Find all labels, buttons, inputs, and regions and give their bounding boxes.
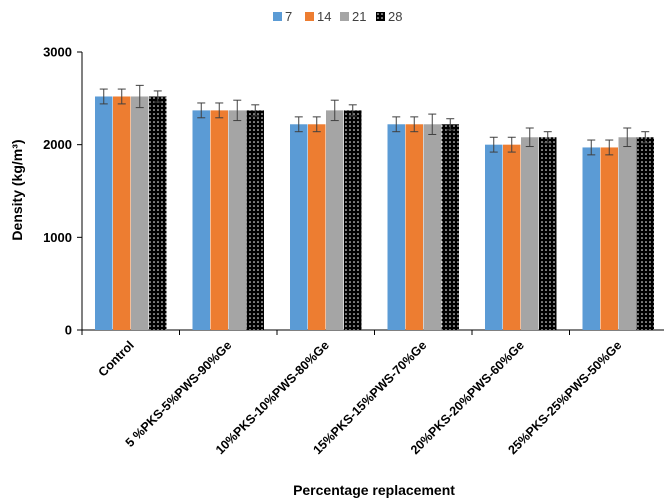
legend-swatch bbox=[340, 12, 349, 21]
bar bbox=[344, 110, 362, 330]
bar bbox=[149, 96, 167, 330]
legend-swatch bbox=[376, 12, 385, 21]
bar bbox=[618, 137, 636, 330]
x-axis-title: Percentage replacement bbox=[293, 482, 455, 498]
legend: 7 14 21 28 bbox=[273, 9, 402, 24]
y-tick-label: 3000 bbox=[43, 45, 72, 60]
legend-label: 21 bbox=[352, 9, 366, 24]
bar bbox=[210, 110, 228, 330]
y-tick-label: 1000 bbox=[43, 230, 72, 245]
x-tick-label: Control bbox=[96, 338, 137, 379]
bar bbox=[636, 137, 654, 330]
bar bbox=[600, 147, 618, 330]
bar bbox=[503, 144, 521, 330]
bar bbox=[228, 110, 246, 330]
x-tick-label: 15%PKS-15%PWS-70%Ge bbox=[310, 338, 429, 457]
y-tick-label: 2000 bbox=[43, 137, 72, 152]
bar bbox=[308, 124, 326, 330]
y-axis-title: Density (kg/m³) bbox=[9, 139, 25, 240]
bar bbox=[326, 110, 344, 330]
x-tick-label: 25%PKS-25%PWS-50%Ge bbox=[505, 338, 624, 457]
bar bbox=[441, 124, 459, 330]
legend-label: 7 bbox=[285, 9, 292, 24]
bar bbox=[192, 110, 210, 330]
legend-label: 28 bbox=[388, 9, 402, 24]
bar bbox=[246, 110, 264, 330]
y-tick-label: 0 bbox=[65, 323, 72, 338]
x-tick-label: 10%PKS-10%PWS-80%Ge bbox=[213, 338, 332, 457]
x-tick-label: 5 %PKS-5%PWS-90%Ge bbox=[123, 338, 235, 450]
legend-swatch bbox=[305, 12, 314, 21]
bar bbox=[113, 96, 131, 330]
legend-label: 14 bbox=[317, 9, 331, 24]
bar bbox=[582, 147, 600, 330]
bar bbox=[423, 124, 441, 330]
bar bbox=[405, 124, 423, 330]
bar bbox=[95, 96, 113, 330]
bars bbox=[95, 84, 654, 330]
x-tick-label: 20%PKS-20%PWS-60%Ge bbox=[408, 338, 527, 457]
y-axis: 0 1000 2000 3000 bbox=[43, 45, 83, 338]
bar bbox=[521, 137, 539, 330]
bar bbox=[539, 137, 557, 330]
bar bbox=[131, 96, 149, 330]
bar bbox=[387, 124, 405, 330]
bar bbox=[485, 144, 503, 330]
legend-swatch bbox=[273, 12, 282, 21]
bar bbox=[290, 124, 308, 330]
